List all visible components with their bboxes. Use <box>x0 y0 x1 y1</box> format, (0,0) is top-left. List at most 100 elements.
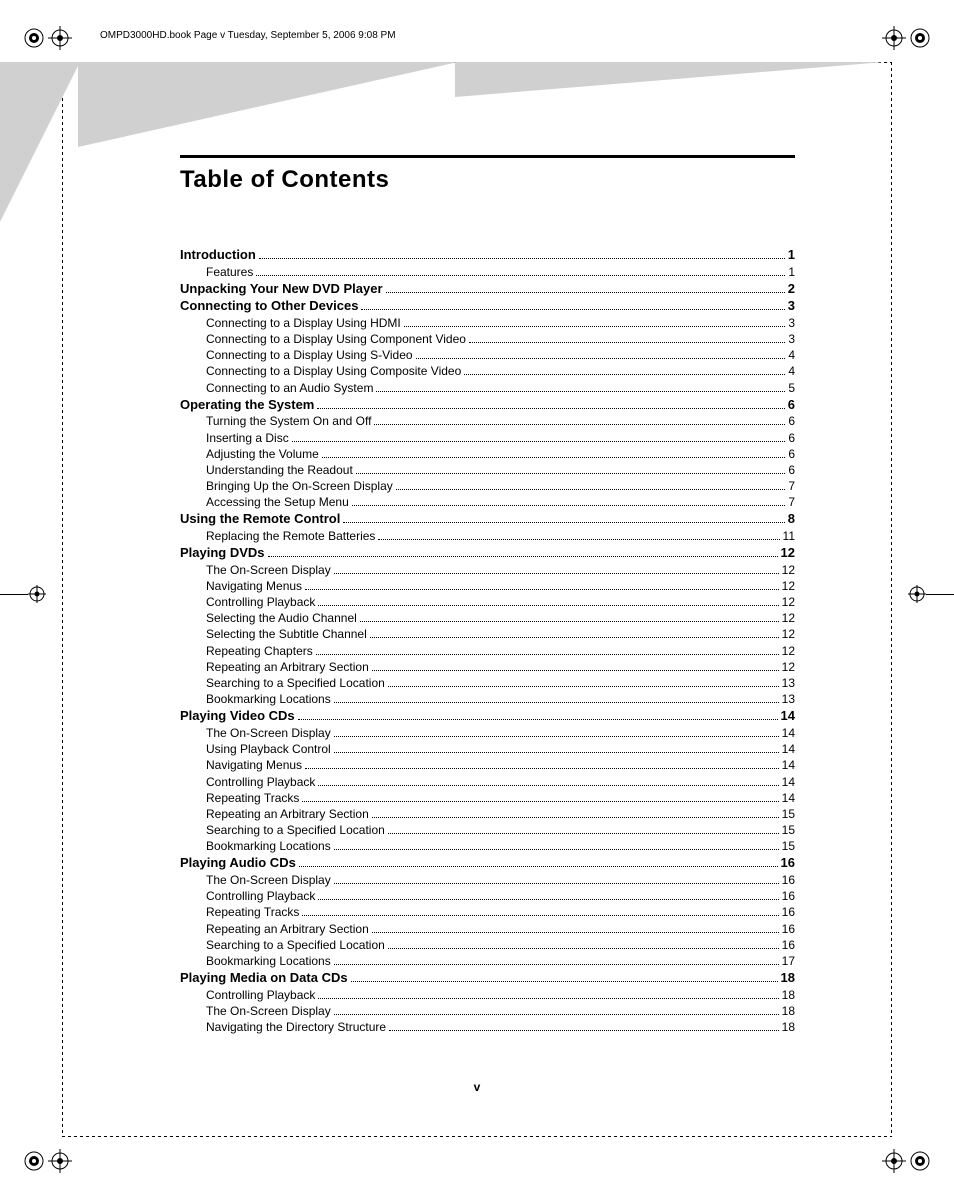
toc-entry: Understanding the Readout 6 <box>180 462 795 478</box>
toc-label: Playing Video CDs <box>180 707 295 725</box>
toc-page-number: 4 <box>788 363 795 379</box>
toc-page-number: 7 <box>788 494 795 510</box>
toc-label: Connecting to Other Devices <box>180 297 358 315</box>
toc-label: Connecting to an Audio System <box>206 380 373 396</box>
toc-page-number: 13 <box>782 675 795 691</box>
dot-leader <box>416 351 786 359</box>
dot-leader <box>396 482 786 490</box>
toc-entry: Controlling Playback 12 <box>180 594 795 610</box>
dot-leader <box>376 383 785 391</box>
toc-section: Connecting to Other Devices 3 <box>180 297 795 315</box>
toc-entry: Turning the System On and Off 6 <box>180 413 795 429</box>
toc-page-number: 18 <box>782 1019 795 1035</box>
dot-leader <box>334 876 779 884</box>
dot-leader <box>464 367 785 375</box>
toc-entry: Repeating an Arbitrary Section 16 <box>180 921 795 937</box>
toc-label: Navigating Menus <box>206 757 302 773</box>
toc-entry: Repeating Chapters 12 <box>180 643 795 659</box>
cross-icon <box>48 26 72 50</box>
toc-page-number: 2 <box>788 280 795 298</box>
crop-mark-bottom-right <box>882 1149 930 1173</box>
dot-leader <box>318 990 778 998</box>
dot-leader <box>386 284 785 293</box>
toc-label: Navigating the Directory Structure <box>206 1019 386 1035</box>
dot-leader <box>299 859 778 868</box>
toc-label: Repeating an Arbitrary Section <box>206 921 369 937</box>
dot-leader <box>334 842 779 850</box>
bullseye-icon <box>24 28 44 48</box>
toc-label: Playing Audio CDs <box>180 854 296 872</box>
toc-entry: Bookmarking Locations 17 <box>180 953 795 969</box>
toc-entry: Connecting to a Display Using S-Video 4 <box>180 347 795 363</box>
toc-entry: Searching to a Specified Location 16 <box>180 937 795 953</box>
dot-leader <box>318 777 778 785</box>
toc-page-number: 12 <box>782 562 795 578</box>
toc-label: Playing Media on Data CDs <box>180 969 348 987</box>
page-title: Table of Contents <box>180 166 795 194</box>
decorative-triangle <box>78 62 458 147</box>
content-area: Table of Contents Introduction 1Features… <box>180 155 795 1035</box>
toc-entry: Selecting the Audio Channel 12 <box>180 610 795 626</box>
dot-leader <box>361 302 784 311</box>
toc-entry: Bringing Up the On-Screen Display 7 <box>180 478 795 494</box>
toc-label: Accessing the Setup Menu <box>206 494 349 510</box>
decorative-triangle <box>0 62 80 222</box>
dot-leader <box>318 892 778 900</box>
toc-label: Repeating Chapters <box>206 643 313 659</box>
crop-mark-top-left <box>24 26 72 50</box>
toc-page-number: 16 <box>782 904 795 920</box>
toc-entry: Repeating Tracks 14 <box>180 790 795 806</box>
page: OMPD3000HD.book Page v Tuesday, Septembe… <box>0 0 954 1199</box>
toc-page-number: 14 <box>782 725 795 741</box>
toc-section: Introduction 1 <box>180 246 795 264</box>
toc-page-number: 3 <box>788 297 795 315</box>
dot-leader <box>360 614 779 622</box>
toc-entry: Navigating Menus 14 <box>180 757 795 773</box>
toc-section: Playing Audio CDs 16 <box>180 854 795 872</box>
toc-label: Controlling Playback <box>206 594 315 610</box>
toc-label: Repeating an Arbitrary Section <box>206 659 369 675</box>
toc-label: Selecting the Audio Channel <box>206 610 357 626</box>
toc-page-number: 15 <box>782 822 795 838</box>
toc-label: Connecting to a Display Using Composite … <box>206 363 461 379</box>
dot-leader <box>356 466 786 474</box>
toc-label: Searching to a Specified Location <box>206 675 385 691</box>
toc-entry: Repeating an Arbitrary Section 15 <box>180 806 795 822</box>
toc-page-number: 15 <box>782 806 795 822</box>
toc-page-number: 14 <box>782 757 795 773</box>
dot-leader <box>378 532 779 540</box>
cross-icon <box>48 1149 72 1173</box>
toc-label: Introduction <box>180 246 256 264</box>
toc-page-number: 12 <box>782 659 795 675</box>
dot-leader <box>334 566 779 574</box>
toc-page-number: 12 <box>781 544 795 562</box>
dot-leader <box>388 679 779 687</box>
toc-label: Inserting a Disc <box>206 430 289 446</box>
crop-mark-top-right <box>882 26 930 50</box>
toc-page-number: 14 <box>782 774 795 790</box>
toc-label: Using the Remote Control <box>180 510 340 528</box>
cross-icon <box>28 585 46 603</box>
dot-leader <box>334 745 779 753</box>
toc-label: Connecting to a Display Using S-Video <box>206 347 413 363</box>
toc-page-number: 16 <box>782 937 795 953</box>
dot-leader <box>352 498 786 506</box>
toc-entry: Navigating Menus 12 <box>180 578 795 594</box>
title-rule <box>180 155 795 158</box>
toc-label: Navigating Menus <box>206 578 302 594</box>
dot-leader <box>469 335 785 343</box>
toc-page-number: 18 <box>782 987 795 1003</box>
toc-entry: Controlling Playback 18 <box>180 987 795 1003</box>
toc-page-number: 18 <box>782 1003 795 1019</box>
toc-entry: Repeating Tracks 16 <box>180 904 795 920</box>
toc-page-number: 12 <box>782 610 795 626</box>
dot-leader <box>298 712 778 721</box>
toc-entry: Connecting to a Display Using Component … <box>180 331 795 347</box>
toc-page-number: 14 <box>782 790 795 806</box>
toc-entry: Using Playback Control 14 <box>180 741 795 757</box>
toc-page-number: 12 <box>782 578 795 594</box>
toc-page-number: 5 <box>788 380 795 396</box>
table-of-contents: Introduction 1Features 1Unpacking Your N… <box>180 246 795 1035</box>
dot-leader <box>370 630 779 638</box>
dot-leader <box>302 794 778 802</box>
